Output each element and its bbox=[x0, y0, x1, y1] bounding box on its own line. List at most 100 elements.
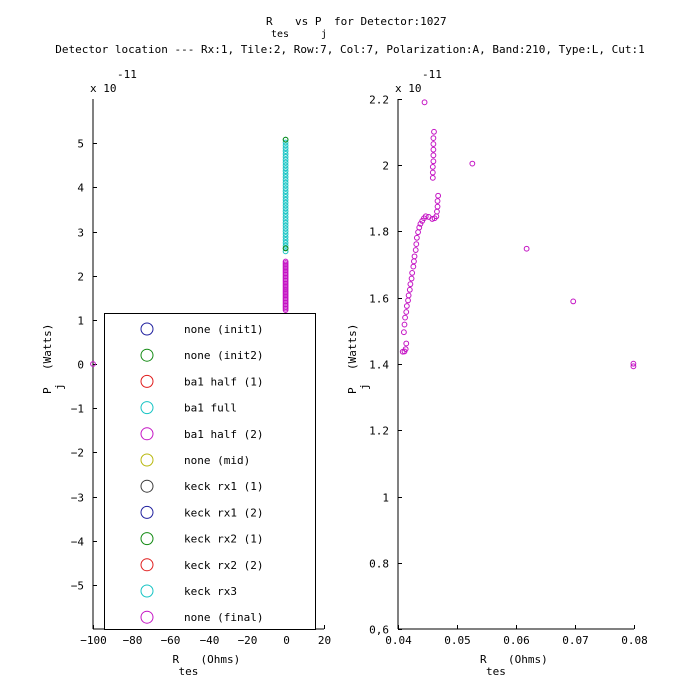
title-detector-location: Detector location --- Rx:1, Tile:2, Row:… bbox=[55, 43, 644, 56]
title-r-subscript: tes bbox=[271, 29, 289, 40]
left-data-point bbox=[282, 228, 289, 235]
right-data-point bbox=[411, 258, 417, 265]
legend-marker-icon bbox=[140, 401, 154, 415]
legend-label: none (init1) bbox=[184, 323, 263, 336]
legend-entry: none (mid) bbox=[140, 453, 250, 467]
right-data-point bbox=[429, 216, 436, 222]
left-data-point bbox=[282, 214, 289, 220]
legend-entry: keck rx1 (2) bbox=[140, 505, 263, 519]
right-y-axis-label-unit: (Watts) bbox=[346, 324, 359, 370]
left-data-point bbox=[282, 242, 289, 249]
left-y-tick-label: 0 bbox=[77, 359, 84, 372]
left-data-point bbox=[282, 225, 289, 232]
legend-entry: none (init2) bbox=[140, 348, 263, 362]
left-data-point bbox=[282, 205, 289, 212]
left-y-tick-label: −3 bbox=[71, 492, 84, 505]
left-x-axis-label-unit: (Ohms) bbox=[201, 653, 241, 666]
left-data-point bbox=[282, 165, 289, 172]
legend-label: none (mid) bbox=[184, 454, 250, 467]
legend-entry: ba1 half (2) bbox=[140, 427, 263, 441]
left-data-point bbox=[282, 194, 289, 200]
legend-marker-icon bbox=[140, 505, 154, 519]
right-data-point bbox=[411, 253, 418, 260]
left-data-point bbox=[282, 185, 289, 192]
left-y-tick-label: 1 bbox=[77, 315, 84, 328]
left-data-point bbox=[282, 248, 289, 255]
left-data-point bbox=[282, 199, 289, 206]
left-data-point bbox=[282, 239, 289, 246]
left-data-point bbox=[282, 237, 289, 243]
chart-title: R tes vs P j for Detector:1027 Detector … bbox=[55, 15, 644, 56]
right-data-point bbox=[434, 198, 441, 204]
right-data-point bbox=[430, 135, 437, 141]
left-data-point bbox=[282, 234, 289, 240]
right-data-point bbox=[434, 203, 441, 210]
right-y-tick-label: 0.8 bbox=[369, 558, 389, 571]
legend-marker-icon bbox=[140, 427, 154, 441]
right-data-point bbox=[430, 158, 437, 165]
right-data-point bbox=[430, 146, 437, 153]
left-data-point bbox=[90, 361, 96, 367]
legend-label: keck rx3 bbox=[184, 585, 237, 598]
right-y-axis-label: Pj (Watts) bbox=[346, 324, 371, 394]
right-y-tick-label: 2.2 bbox=[369, 94, 389, 107]
legend-label: keck rx1 (2) bbox=[184, 506, 263, 519]
legend: none (init1) none (init2) ba1 half (1) ba1 … bbox=[104, 313, 316, 630]
right-data-point bbox=[408, 275, 415, 282]
legend-entry: ba1 half (1) bbox=[140, 374, 263, 388]
right-y-tick-label: 1.2 bbox=[369, 425, 389, 438]
right-x-axis-label: R bbox=[480, 653, 487, 666]
right-data-point bbox=[407, 281, 414, 288]
legend-label: none (final) bbox=[184, 611, 263, 624]
left-y-axis-label-main: P bbox=[41, 387, 54, 394]
title-p-subscript: j bbox=[321, 29, 327, 40]
right-data-point bbox=[430, 141, 437, 147]
legend-marker-icon bbox=[140, 453, 154, 467]
left-data-point bbox=[282, 171, 289, 177]
right-data-point bbox=[401, 321, 408, 328]
left-data-point bbox=[282, 136, 289, 143]
legend-label: ba1 half (1) bbox=[184, 375, 263, 388]
left-data-point bbox=[282, 173, 289, 180]
right-data-point bbox=[523, 245, 530, 252]
legend-entry: none (final) bbox=[140, 610, 263, 624]
right-data-point bbox=[415, 229, 421, 236]
right-x-tick-label: 0.05 bbox=[444, 634, 471, 647]
left-data-point bbox=[282, 191, 289, 197]
left-y-tick-label: −1 bbox=[71, 403, 84, 416]
right-data-point bbox=[630, 360, 637, 367]
left-panel: none (init1) none (init2) ba1 half (1) ba1 … bbox=[41, 68, 331, 678]
left-data-point bbox=[282, 216, 289, 223]
right-x-axis-label-unit: (Ohms) bbox=[508, 653, 548, 666]
left-axis-labels: −100 −80 −60 −40 −20 0 20 −5 −4 −3 −2 −1 0 1 2 3 4 5 x 10-… bbox=[41, 68, 331, 678]
right-data-point bbox=[570, 298, 577, 305]
left-data-point bbox=[282, 208, 289, 215]
right-data-point bbox=[469, 160, 476, 167]
right-y-tick-label: 1 bbox=[382, 492, 389, 505]
legend-label: keck rx2 (1) bbox=[184, 533, 263, 546]
right-y-axis-label-subscript: j bbox=[358, 383, 371, 390]
right-data-point bbox=[413, 234, 420, 241]
right-y-tick-label: 1.8 bbox=[369, 226, 389, 239]
legend-label: keck rx2 (2) bbox=[184, 559, 263, 572]
right-data-point bbox=[422, 213, 429, 220]
left-data-point bbox=[282, 196, 289, 203]
left-y-axis-label: Pj (Watts) bbox=[41, 324, 66, 394]
left-data-point bbox=[282, 142, 289, 149]
legend-label: ba1 half (2) bbox=[184, 428, 263, 441]
right-panel: 0.04 0.05 0.06 0.07 0.08 0,6 0.8 1 1.2 1.4 1.6 1.8 2… bbox=[346, 68, 648, 678]
right-data-point bbox=[435, 192, 442, 199]
left-x-tick-label: −20 bbox=[238, 634, 258, 647]
legend-entry: keck rx2 (1) bbox=[140, 532, 263, 546]
title-vs-p: vs P bbox=[295, 15, 322, 28]
legend-label: ba1 full bbox=[184, 402, 237, 415]
left-data-point bbox=[282, 258, 289, 265]
left-y-axis-label-subscript: j bbox=[53, 383, 66, 390]
legend-marker-icon bbox=[140, 479, 154, 493]
legend-entry: keck rx2 (2) bbox=[140, 558, 263, 572]
right-y-tick-label: 2 bbox=[382, 160, 389, 173]
left-y-axis-label-unit: (Watts) bbox=[41, 324, 54, 370]
left-y-tick-label: 5 bbox=[77, 138, 84, 151]
right-exponent-base: x 10 bbox=[395, 82, 422, 95]
left-y-tick-label: 4 bbox=[77, 182, 84, 195]
